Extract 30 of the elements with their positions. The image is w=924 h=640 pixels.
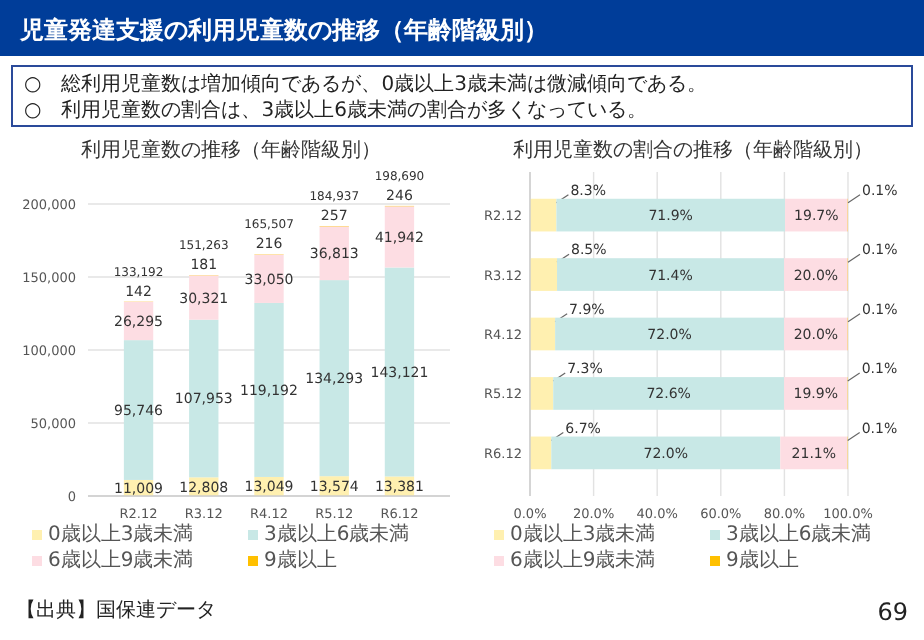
bar	[530, 317, 556, 351]
bar	[784, 377, 848, 410]
text: ○ 利用児童数の割合は、3歳以上6歳未満の割合が多くなっている。	[24, 98, 647, 122]
bar	[530, 258, 558, 291]
text: 69	[877, 598, 908, 626]
bar	[530, 198, 557, 232]
legend-label: 3歳以上6歳未満	[264, 522, 410, 546]
bar	[556, 198, 786, 232]
legend-label: 3歳以上6歳未満	[726, 522, 872, 546]
bar	[553, 377, 785, 410]
legend-label: 0歳以上3歳未満	[48, 522, 194, 546]
legend-label: 9歳以上	[726, 548, 799, 572]
bar	[530, 436, 552, 470]
text: 児童発達支援の利用児童数の推移（年齢階級別）	[18, 16, 548, 44]
bar	[557, 258, 785, 291]
legend-label: 6歳以上9歳未満	[510, 548, 656, 572]
legend-label: 6歳以上9歳未満	[48, 548, 194, 572]
legend-label: 9歳以上	[264, 548, 337, 572]
bar	[551, 436, 781, 470]
bar	[555, 317, 785, 351]
legend-label: 0歳以上3歳未満	[510, 522, 656, 546]
chart-title: 利用児童数の割合の推移（年齢階級別）	[513, 138, 873, 162]
bar	[784, 258, 848, 291]
bar	[784, 317, 848, 351]
bar	[785, 198, 848, 232]
text: 【出典】国保連データ	[16, 598, 216, 622]
chart-title: 利用児童数の推移（年齢階級別）	[81, 138, 381, 162]
bar	[780, 436, 848, 470]
bar	[530, 377, 554, 410]
text: ○ 総利用児童数は増加傾向であるが、0歳以上3歳未満は微減傾向である。	[24, 72, 707, 96]
